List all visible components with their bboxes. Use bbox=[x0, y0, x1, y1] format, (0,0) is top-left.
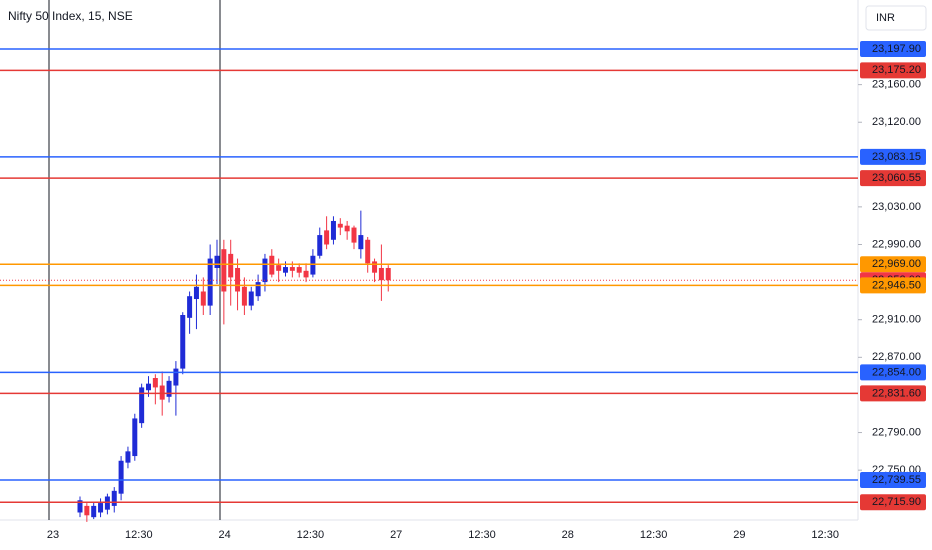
candle-body bbox=[91, 505, 97, 518]
candle-body bbox=[296, 267, 302, 273]
candle-body bbox=[276, 265, 282, 271]
y-tick-label: 23,160.00 bbox=[872, 79, 921, 91]
y-tick-label: 22,910.00 bbox=[872, 314, 921, 326]
candle-body bbox=[228, 253, 234, 278]
chart-title: Nifty 50 Index, 15, NSE bbox=[8, 9, 133, 23]
candle-body bbox=[125, 451, 131, 463]
candle-body bbox=[303, 270, 309, 278]
candle-body bbox=[207, 258, 213, 306]
x-tick-label: 29 bbox=[733, 529, 745, 541]
level-label: 22,739.55 bbox=[872, 474, 921, 486]
candle-body bbox=[330, 220, 336, 240]
level-tag bbox=[860, 471, 926, 488]
candle-body bbox=[255, 282, 261, 297]
candle-body bbox=[262, 258, 268, 283]
candle-body bbox=[317, 235, 323, 256]
level-label: 22,854.00 bbox=[872, 366, 921, 378]
candle-body bbox=[139, 387, 145, 424]
level-tag bbox=[860, 494, 926, 511]
candle-body bbox=[214, 255, 220, 268]
candle-body bbox=[385, 267, 391, 281]
level-label: 23,197.90 bbox=[872, 43, 921, 55]
y-tick-label: 22,870.00 bbox=[872, 351, 921, 363]
y-tick-label: 22,990.00 bbox=[872, 238, 921, 250]
level-tag bbox=[860, 148, 926, 165]
level-tag bbox=[860, 364, 926, 381]
x-tick-label: 27 bbox=[390, 529, 402, 541]
candle-body bbox=[193, 286, 199, 300]
x-tick-label: 12:30 bbox=[811, 529, 839, 541]
level-tag bbox=[860, 256, 926, 273]
level-label: 23,060.55 bbox=[872, 172, 921, 184]
candle-body bbox=[166, 380, 172, 397]
candle-body bbox=[241, 286, 247, 306]
currency-button[interactable] bbox=[865, 5, 927, 31]
candle-body bbox=[111, 490, 117, 506]
level-tag bbox=[860, 40, 926, 57]
candle-body bbox=[221, 249, 227, 292]
candle-body bbox=[365, 239, 371, 264]
candle-body bbox=[269, 255, 275, 275]
candle-body bbox=[358, 235, 364, 250]
currency-label[interactable]: INR bbox=[876, 12, 895, 24]
candle-body bbox=[104, 496, 110, 510]
candle-body bbox=[310, 255, 316, 275]
level-label: 22,969.00 bbox=[872, 258, 921, 270]
candle-body bbox=[84, 505, 90, 516]
candle-body bbox=[378, 267, 384, 281]
candle-body bbox=[132, 418, 138, 457]
y-tick-label: 22,790.00 bbox=[872, 426, 921, 438]
y-tick-label: 23,120.00 bbox=[872, 116, 921, 128]
level-tag bbox=[860, 170, 926, 187]
candle-body bbox=[344, 225, 350, 232]
level-tag bbox=[860, 385, 926, 402]
x-tick-label: 12:30 bbox=[297, 529, 325, 541]
candle-body bbox=[289, 267, 295, 271]
candle-body bbox=[324, 230, 330, 245]
candle-body bbox=[77, 500, 83, 513]
candle-body bbox=[173, 368, 179, 386]
candle-body bbox=[146, 383, 151, 391]
x-tick-label: 28 bbox=[562, 529, 574, 541]
level-label: 22,831.60 bbox=[872, 387, 921, 399]
y-tick-label: 23,030.00 bbox=[872, 201, 921, 213]
candle-body bbox=[187, 296, 193, 318]
candle-body bbox=[98, 503, 104, 513]
x-tick-label: 12:30 bbox=[640, 529, 668, 541]
candle-body bbox=[283, 267, 288, 273]
level-label: 22,946.50 bbox=[872, 279, 921, 291]
candle-body bbox=[372, 261, 378, 273]
level-tag bbox=[860, 277, 926, 294]
x-tick-label: 24 bbox=[218, 529, 230, 541]
candle-body bbox=[152, 378, 158, 388]
level-label: 22,715.90 bbox=[872, 496, 921, 508]
candle-body bbox=[351, 227, 357, 243]
candle-body bbox=[159, 385, 165, 400]
candle-body bbox=[200, 291, 206, 306]
level-tag bbox=[860, 62, 926, 79]
candle-body bbox=[118, 460, 124, 494]
candle-body bbox=[180, 315, 186, 369]
candle-body bbox=[248, 291, 254, 306]
candle-body bbox=[337, 223, 343, 228]
level-label: 23,083.15 bbox=[872, 151, 921, 163]
x-tick-label: 12:30 bbox=[468, 529, 496, 541]
x-tick-label: 23 bbox=[47, 529, 59, 541]
level-label: 23,175.20 bbox=[872, 64, 921, 76]
x-tick-label: 12:30 bbox=[125, 529, 153, 541]
